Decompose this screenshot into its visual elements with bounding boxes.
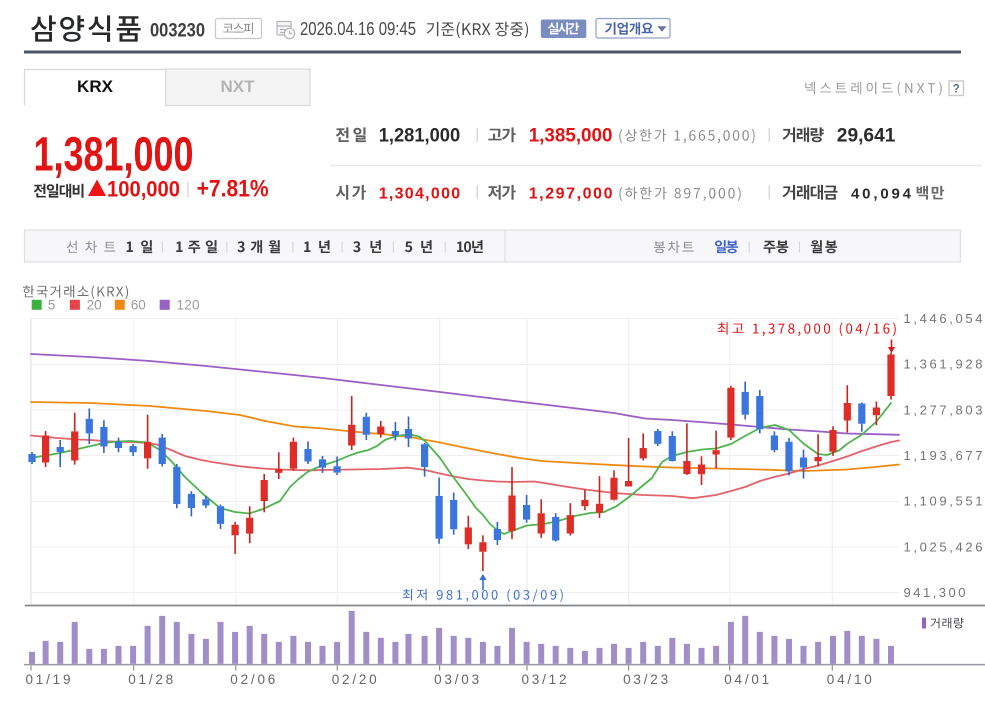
- svg-text:02/06: 02/06: [230, 672, 275, 687]
- svg-text:003230: 003230: [150, 20, 205, 42]
- svg-text:100,000: 100,000: [107, 177, 180, 202]
- svg-text:20: 20: [87, 298, 102, 313]
- svg-text:04/10: 04/10: [827, 672, 872, 687]
- svg-text:02/20: 02/20: [332, 672, 377, 687]
- svg-text:2026.04.16 09:45: 2026.04.16 09:45: [300, 18, 416, 39]
- svg-text:04/01: 04/01: [724, 672, 769, 687]
- svg-text:?: ?: [953, 84, 960, 96]
- svg-text:03/23: 03/23: [623, 672, 668, 687]
- svg-text:01/19: 01/19: [26, 672, 71, 687]
- svg-text:1,361,928: 1,361,928: [904, 357, 983, 372]
- svg-text:01/28: 01/28: [128, 672, 173, 687]
- svg-text:1,297,000: 1,297,000: [529, 185, 613, 202]
- svg-text:120: 120: [177, 298, 200, 313]
- svg-text:1,193,677: 1,193,677: [904, 448, 983, 463]
- svg-text:NXT: NXT: [221, 77, 256, 96]
- svg-text:5: 5: [48, 298, 56, 313]
- svg-text:1,304,000: 1,304,000: [379, 185, 461, 202]
- svg-text:29,641: 29,641: [837, 125, 896, 147]
- svg-text:941,300: 941,300: [904, 585, 966, 600]
- svg-text:KRX: KRX: [77, 77, 114, 96]
- svg-text:03/12: 03/12: [522, 672, 567, 687]
- svg-text:60: 60: [131, 298, 146, 313]
- svg-text:1,025,426: 1,025,426: [904, 539, 983, 554]
- svg-text:1,109,551: 1,109,551: [904, 494, 983, 509]
- svg-text:1,381,000: 1,381,000: [34, 128, 194, 182]
- svg-text:1,385,000: 1,385,000: [529, 125, 613, 147]
- svg-text:1,446,054: 1,446,054: [904, 311, 983, 326]
- svg-text:1,277,803: 1,277,803: [904, 402, 983, 417]
- svg-text:1,281,000: 1,281,000: [379, 125, 461, 147]
- svg-text:40,094: 40,094: [851, 185, 912, 202]
- svg-text:+7.81%: +7.81%: [197, 176, 269, 203]
- svg-text:03/03: 03/03: [434, 672, 479, 687]
